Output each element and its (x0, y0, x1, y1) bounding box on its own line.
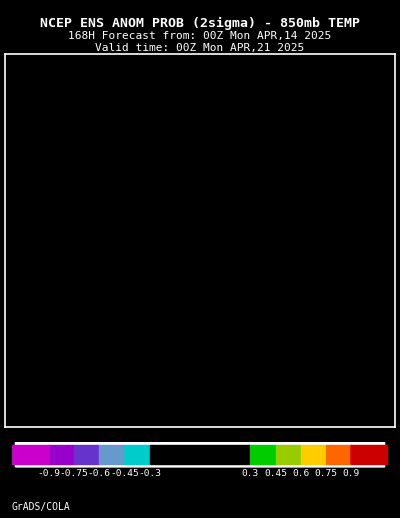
Bar (12, 445, 49, 464)
Text: Valid time: 00Z Mon APR,21 2025: Valid time: 00Z Mon APR,21 2025 (95, 43, 305, 53)
Text: GrADS/COLA: GrADS/COLA (12, 502, 71, 512)
Text: -0.75: -0.75 (60, 469, 88, 478)
Text: -0.6: -0.6 (88, 469, 111, 478)
Bar (301, 445, 326, 464)
Text: -0.3: -0.3 (138, 469, 161, 478)
Text: -0.9: -0.9 (38, 469, 60, 478)
FancyBboxPatch shape (15, 443, 385, 467)
Polygon shape (351, 445, 388, 464)
Text: NCEP ENS ANOM PROB (2sigma) - 850mb TEMP: NCEP ENS ANOM PROB (2sigma) - 850mb TEMP (40, 17, 360, 30)
Text: 0.3: 0.3 (242, 469, 259, 478)
Text: 168H Forecast from: 00Z Mon APR,14 2025: 168H Forecast from: 00Z Mon APR,14 2025 (68, 31, 332, 41)
Bar (326, 445, 351, 464)
Bar (99, 445, 124, 464)
Bar (250, 445, 276, 464)
Bar (150, 445, 250, 464)
Text: -0.45: -0.45 (110, 469, 139, 478)
Bar (276, 445, 301, 464)
Polygon shape (12, 445, 49, 464)
Text: 0.6: 0.6 (292, 469, 309, 478)
Text: 0.75: 0.75 (314, 469, 337, 478)
Bar (74, 445, 99, 464)
Text: 0.9: 0.9 (342, 469, 360, 478)
Bar (351, 445, 388, 464)
Bar (49, 445, 74, 464)
Text: 0.45: 0.45 (264, 469, 287, 478)
Bar (124, 445, 150, 464)
